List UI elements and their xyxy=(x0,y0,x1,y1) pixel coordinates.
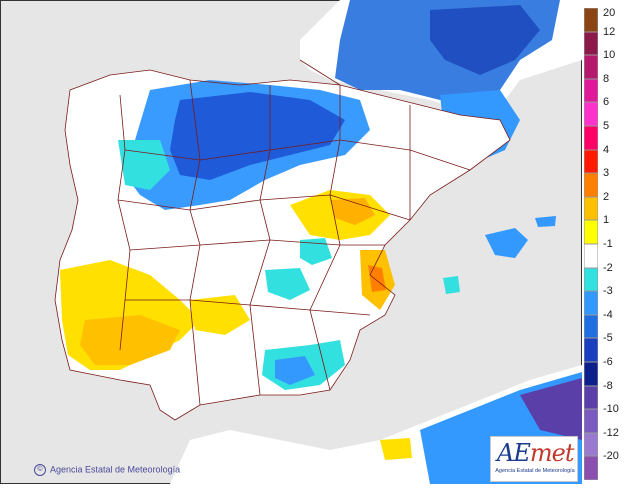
legend-label: -8 xyxy=(603,379,613,392)
legend-swatch xyxy=(584,409,598,433)
legend-swatch xyxy=(584,244,598,268)
mallorca xyxy=(485,228,528,258)
aemet-logo: AEmet Agencia Estatal de Meteorología xyxy=(490,436,578,482)
madrid-cold-patch xyxy=(300,238,332,265)
guadalquivir-hot-area xyxy=(80,315,180,365)
center-cold-patch xyxy=(265,268,310,300)
legend-label: -1 xyxy=(603,238,613,250)
legend-label: 8 xyxy=(603,72,610,85)
ibiza xyxy=(443,276,460,294)
legend-label: -20 xyxy=(603,450,619,463)
copyright-text: Agencia Estatal de Meteorología xyxy=(50,464,181,475)
legend-swatch xyxy=(584,78,598,103)
legend-swatch xyxy=(584,55,598,79)
legend-label: -5 xyxy=(603,332,613,345)
legend-swatch xyxy=(584,126,598,150)
legend-label: 2 xyxy=(603,190,610,203)
legend-label: 1 xyxy=(603,214,610,227)
north-africa-warm-patch xyxy=(380,438,412,460)
legend-label: 20 xyxy=(603,7,616,19)
legend-label: -6 xyxy=(603,356,613,368)
legend-swatch xyxy=(584,196,598,221)
legend-swatch xyxy=(584,432,598,457)
legend-swatch xyxy=(584,338,598,362)
legend-swatch xyxy=(584,102,598,126)
copyright-icon: © xyxy=(34,464,46,476)
galicia-cold-area xyxy=(118,140,170,190)
la-mancha-warm-area xyxy=(190,295,250,335)
valencia-hot-area xyxy=(368,265,386,292)
legend-swatch xyxy=(584,149,598,174)
legend-label: -4 xyxy=(603,308,613,321)
legend-swatch xyxy=(584,220,598,244)
aemet-logo-subtitle: Agencia Estatal de Meteorología xyxy=(495,468,575,474)
legend-label: 5 xyxy=(603,120,610,132)
legend-label: 12 xyxy=(603,25,616,38)
administrative-borders xyxy=(54,59,511,421)
legend-label: 6 xyxy=(603,96,610,109)
menorca xyxy=(535,216,556,227)
legend-swatch xyxy=(584,385,598,410)
legend-swatch xyxy=(584,173,598,197)
legend-label: -10 xyxy=(603,403,619,416)
color-legend: 20 12 10 8 6 5 4 3 2 1 -1 -2 -3 -4 -5 -6 -8 -10 -12 -20 xyxy=(584,8,630,480)
legend-swatch xyxy=(584,314,598,339)
legend-swatch xyxy=(584,456,598,480)
legend-label: 10 xyxy=(603,49,616,62)
legend-swatch xyxy=(584,8,598,32)
ebro-hot-area xyxy=(330,198,375,225)
legend-label: -12 xyxy=(603,426,619,439)
legend-label: 4 xyxy=(603,143,610,156)
france-deep-cold-area xyxy=(430,5,540,75)
legend-label: -3 xyxy=(603,285,613,298)
legend-swatch xyxy=(584,362,598,386)
legend-swatch xyxy=(584,31,598,56)
legend-swatch xyxy=(584,291,598,315)
southeast-blue-area xyxy=(275,356,315,385)
north-africa-deep-cold-area xyxy=(520,378,582,440)
legend-label: -2 xyxy=(603,261,613,274)
aemet-logo-mark: AEmet xyxy=(497,439,574,467)
legend-swatch xyxy=(584,267,598,292)
copyright-notice: © Agencia Estatal de Meteorología xyxy=(34,464,180,476)
legend-label: 3 xyxy=(603,167,610,180)
